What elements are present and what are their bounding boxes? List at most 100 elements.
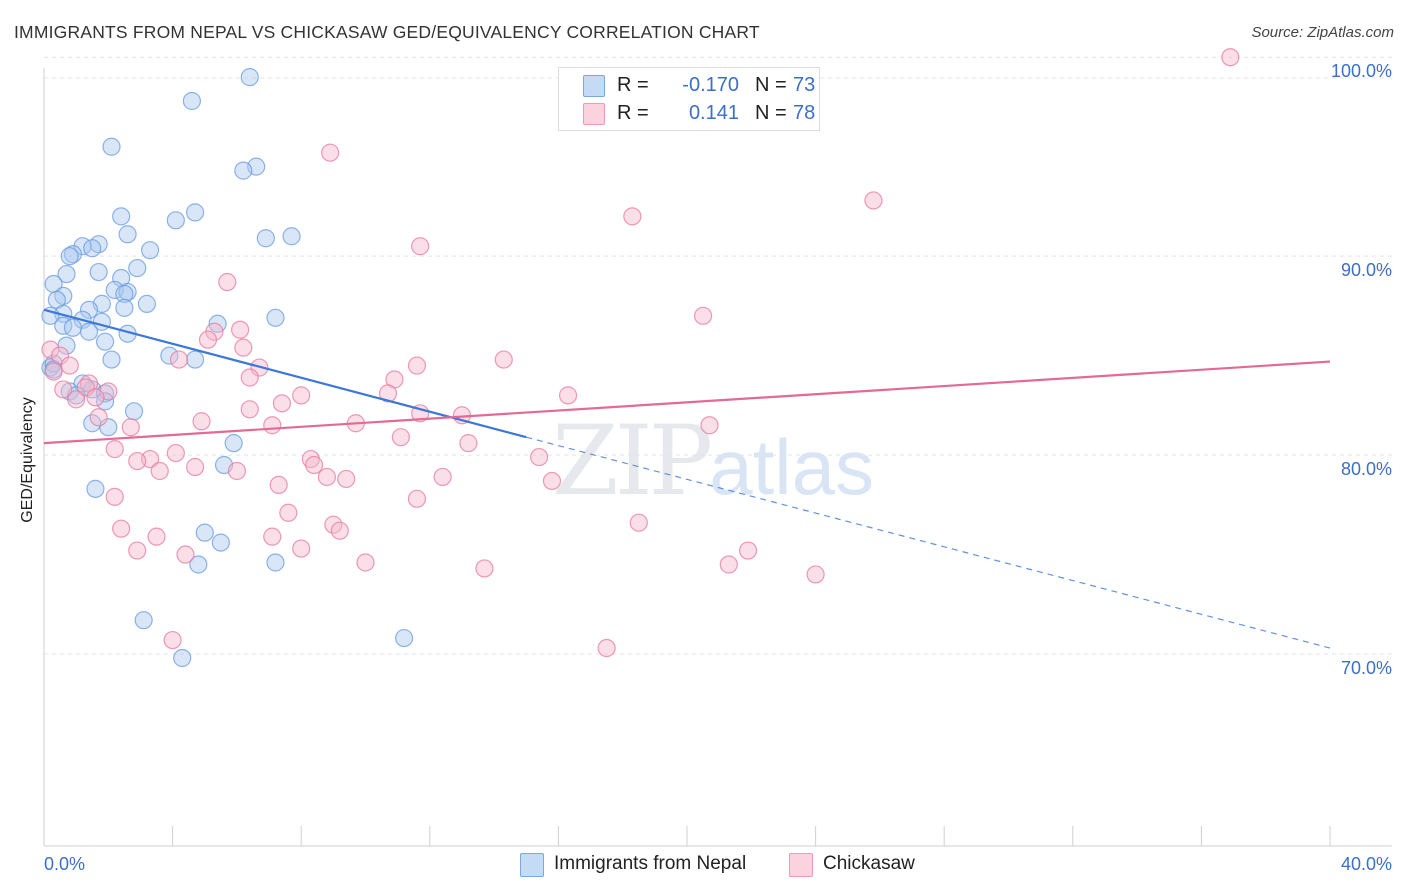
correlation-legend: R = -0.170 N = 73 R = 0.141 N = 78 [558,67,820,131]
chickasaw-point [150,461,169,481]
chickasaw-point [60,356,79,375]
nepal-point [282,227,301,246]
nepal-point [118,225,137,244]
nepal-point [394,628,414,648]
nepal-point [186,203,205,222]
legend-r-label: R = [617,102,649,124]
chickasaw-point [86,388,105,407]
chickasaw-point [304,455,324,475]
x-tick-label: 40.0% [1341,854,1392,874]
source-credit: Source: ZipAtlas.com [1251,24,1394,41]
chickasaw-point [263,416,282,435]
chickasaw-point [166,443,185,463]
legend-n-value: 73 [793,74,816,96]
chickasaw-point [112,519,131,538]
chickasaw-point [41,340,60,359]
chickasaw-point [163,630,182,650]
legend-swatch-chickasaw [583,103,605,125]
chickasaw-point [176,545,195,564]
chickasaw-point [128,541,147,560]
chickasaw-point [240,400,259,419]
nepal-point [134,611,153,630]
legend-n-value: 78 [793,102,816,124]
chickasaw-point [263,527,282,546]
nepal-point [124,402,144,421]
chickasaw-point [700,416,719,435]
chickasaw-point [629,513,648,532]
chart-title: IMMIGRANTS FROM NEPAL VS CHICKASAW GED/E… [14,22,760,42]
nepal-point [112,207,131,226]
bottom-legend-label-chickasaw: Chickasaw [823,853,915,874]
y-tick-label: 70.0% [1341,658,1392,678]
chickasaw-point [292,386,311,405]
chickasaw-point [240,368,259,387]
nepal-point [102,350,121,369]
nepal-point [128,258,147,278]
chickasaw-point [407,356,427,375]
chickasaw-point [806,565,825,584]
chickasaw-point [218,272,237,292]
chickasaw-point [198,330,218,349]
chickasaw-point [623,207,642,226]
chickasaw-point [50,346,70,365]
chickasaw-point [89,408,108,427]
nepal-point [160,346,179,365]
nepal-point [224,434,243,453]
chickasaw-point [44,362,63,381]
chickasaw-point [227,461,246,481]
y-axis-label: GED/Equivalency [19,397,36,523]
chickasaw-point [54,380,73,399]
nepal-point [63,245,83,264]
chickasaw-point [597,638,616,658]
chickasaw-point [719,555,738,574]
chickasaw-point [231,320,250,339]
legend-r-value: 0.141 [688,102,739,124]
nepal-point [266,553,285,572]
chickasaw-point [494,350,513,369]
nepal-point [234,161,253,180]
nepal-point [140,241,160,260]
nepal-point [99,418,118,437]
nepal-point [115,284,134,304]
chickasaw-point [459,434,478,453]
nepal-point [189,555,208,574]
nepal-point [186,350,205,369]
chickasaw-point [411,237,430,256]
nepal-point [79,322,99,341]
chickasaw-point [337,469,356,489]
nepal-point [79,300,99,319]
chickasaw-point [321,143,340,162]
chickasaw-point [693,306,713,325]
chickasaw-point [330,521,349,540]
chickasaw-point [234,338,253,357]
chickasaw-point [186,457,205,477]
legend-r-value: -0.170 [682,74,739,96]
nepal-point [83,239,102,258]
chickasaw-point [269,475,288,495]
chickasaw-point [558,386,578,405]
legend-n-label: N = [755,102,787,124]
legend-r-label: R = [617,74,649,96]
chickasaw-point [356,553,375,572]
nepal-point [137,294,156,313]
x-tick-label: 0.0% [44,854,85,874]
nepal-point [86,479,105,498]
nepal-point [89,262,108,282]
chickasaw-point [121,418,140,437]
nepal-point [211,533,230,552]
bottom-legend-swatch-nepal [520,853,544,877]
y-tick-label: 100.0% [1331,61,1392,81]
nepal-trend-extension [526,436,1331,649]
bottom-legend-label-nepal: Immigrants from Nepal [554,853,747,874]
chickasaw-point [407,489,427,508]
nepal-point [57,264,76,284]
nepal-point [182,91,201,111]
chickasaw-point [279,503,298,522]
chickasaw-point [169,350,189,369]
chickasaw-point [391,428,410,447]
chickasaw-point [272,394,292,413]
nepal-trend-line [43,308,527,439]
chickasaw-point [542,471,562,491]
chickasaw-point [317,467,337,487]
y-tick-label: 80.0% [1341,459,1392,479]
